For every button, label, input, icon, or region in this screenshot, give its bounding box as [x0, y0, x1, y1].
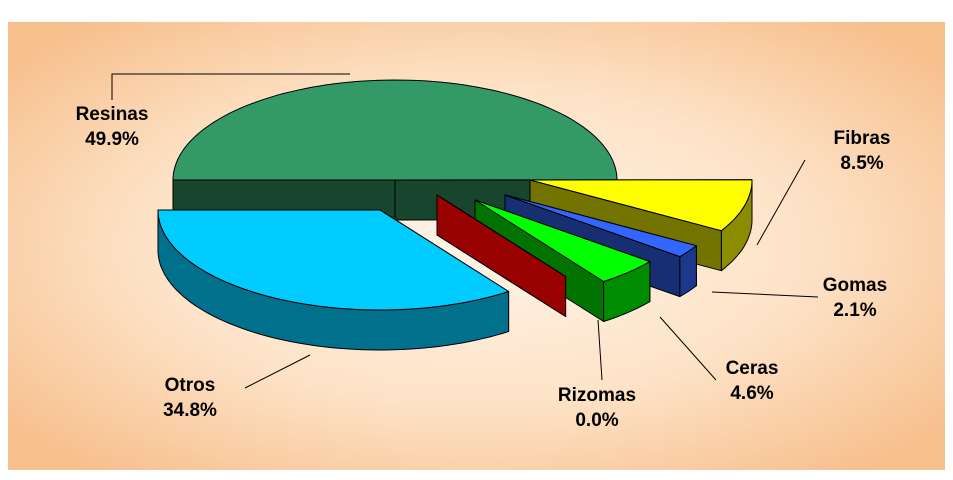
value-label: 0.0%: [575, 410, 618, 431]
slice: [157, 209, 510, 311]
value-label: 49.9%: [85, 129, 139, 150]
slice-label: Gomas: [823, 275, 887, 296]
value-label: 34.8%: [163, 400, 217, 421]
slice-label: Rizomas: [558, 385, 636, 406]
leader-line: [756, 159, 806, 246]
slice: [504, 194, 697, 258]
leader-line: [244, 354, 311, 389]
value-label: 4.6%: [730, 383, 773, 404]
slice-label: Otros: [165, 375, 216, 396]
leader-line: [597, 319, 603, 381]
slice: [436, 194, 567, 277]
leader-line: [659, 316, 717, 381]
slice: [436, 194, 567, 317]
value-label: 8.5%: [840, 153, 883, 174]
slice: [157, 209, 510, 351]
slice: [474, 199, 651, 282]
slice: [172, 79, 618, 181]
leader-line: [711, 291, 819, 298]
leader-line: [111, 73, 350, 100]
labels: Resinas 49.9% Fibras 8.5% Gomas 2.1% Ceras 4.6%…: [76, 73, 891, 431]
pie: [157, 79, 753, 351]
slice-label: Ceras: [726, 358, 779, 379]
slice-label: Fibras: [833, 128, 890, 149]
slice: [529, 179, 753, 232]
slice-label: Resinas: [76, 104, 149, 125]
value-label: 2.1%: [833, 300, 876, 321]
